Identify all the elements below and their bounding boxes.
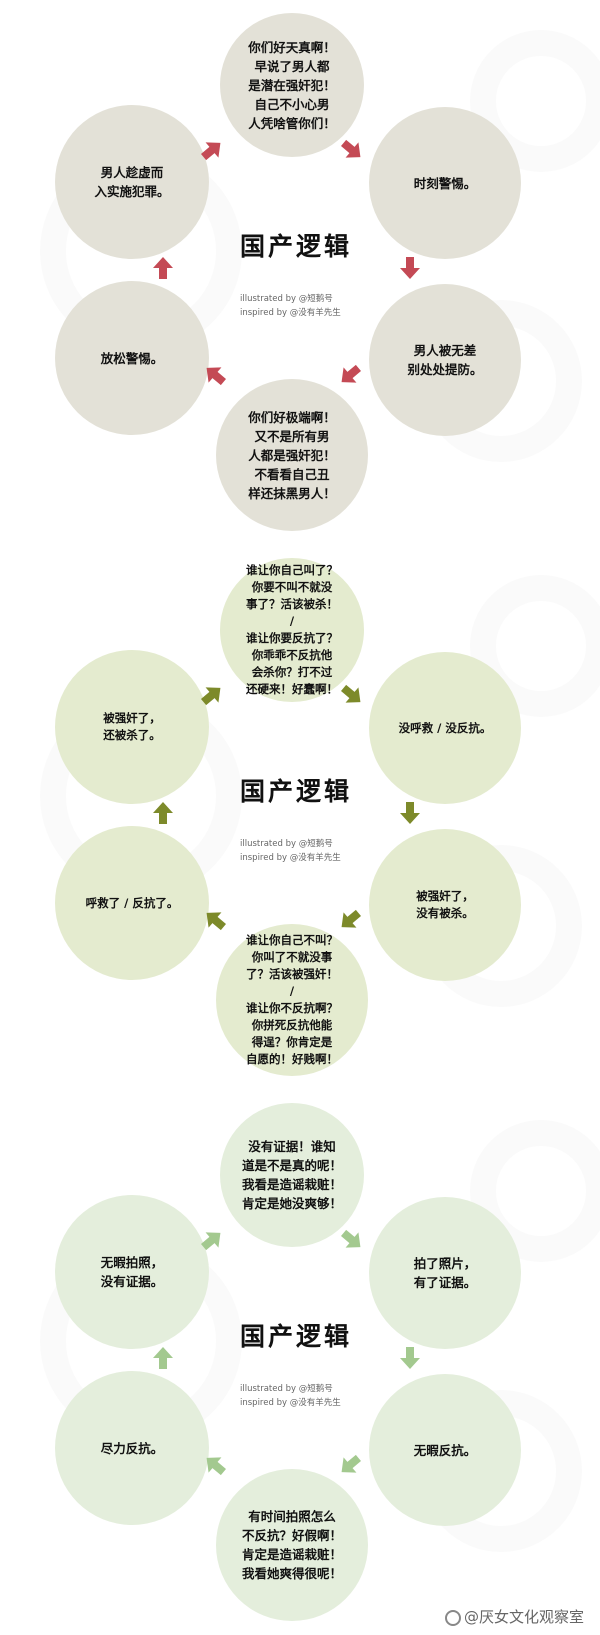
arrow-icon	[397, 800, 423, 826]
cycle-node-text: 有时间拍照怎么 不反抗？好假啊！ 肯定是造谣栽赃！ 我看她爽得很呢！	[241, 1509, 342, 1581]
arrow-icon	[194, 132, 231, 169]
cycle-node-text: 谁让你自己不叫？ 你叫了不就没事 了？活该被强奸！ / 谁让你不反抗啊？ 你拼死…	[246, 933, 338, 1066]
diagram-title: 国产逻辑	[240, 1322, 353, 1351]
diagram-title: 国产逻辑	[240, 232, 353, 261]
cycle-node-left-upper: 无暇拍照， 没有证据。	[55, 1195, 209, 1349]
arrow-icon	[194, 677, 231, 714]
credit-illustrated: illustrated by @短鹅号	[240, 839, 333, 849]
credit-illustrated: illustrated by @短鹅号	[240, 294, 333, 304]
credit-inspired: inspired by @没有羊先生	[240, 308, 341, 318]
cycle-node-left-lower: 放松警惕。	[55, 281, 209, 435]
cycle-node-bottom: 你们好极端啊！ 又不是所有男 人都是强奸犯！ 不看看自己丑 样还抹黑男人！	[216, 379, 368, 531]
cycle-node-text: 被强奸了， 还被杀了。	[103, 711, 161, 742]
watermark-text: @厌女文化观察室	[463, 1608, 584, 1626]
arrow-icon	[197, 1447, 234, 1484]
arrow-icon	[332, 1447, 369, 1484]
cycle-panel-3: 没有证据！谁知 道是不是真的呢！ 我看是造谣栽赃！ 肯定是她没爽够！ 拍了照片， …	[0, 1090, 600, 1635]
cycle-node-text: 你们好极端啊！ 又不是所有男 人都是强奸犯！ 不看看自己丑 样还抹黑男人！	[248, 409, 336, 501]
cycle-node-top: 没有证据！谁知 道是不是真的呢！ 我看是造谣栽赃！ 肯定是她没爽够！	[220, 1103, 364, 1247]
cycle-node-left-lower: 呼救了 / 反抗了。	[55, 826, 209, 980]
arrow-icon	[197, 902, 234, 939]
cycle-node-top: 你们好天真啊！ 早说了男人都 是潜在强奸犯！ 自己不小心男 人凭啥管你们！	[220, 13, 364, 157]
arrow-icon	[397, 255, 423, 281]
weibo-icon	[444, 1609, 461, 1626]
arrow-icon	[150, 800, 176, 826]
cycle-node-text: 尽力反抗。	[100, 1440, 164, 1456]
cycle-node-right-upper: 没呼救 / 没反抗。	[369, 652, 521, 804]
weibo-watermark: @厌女文化观察室	[444, 1606, 584, 1627]
cycle-node-text: 没有证据！谁知 道是不是真的呢！ 我看是造谣栽赃！ 肯定是她没爽够！	[241, 1139, 342, 1211]
arrow-icon	[150, 1345, 176, 1371]
cycle-node-text: 没呼救 / 没反抗。	[398, 720, 492, 735]
cycle-node-right-lower: 男人被无差 别处处提防。	[369, 284, 521, 436]
cycle-node-text: 谁让你自己叫了？ 你要不叫不就没 事了？活该被杀！ / 谁让你要反抗了？ 你乖乖…	[246, 563, 338, 696]
cycle-node-left-upper: 男人趁虚而 入实施犯罪。	[55, 105, 209, 259]
arrow-icon	[332, 357, 369, 394]
cycle-node-left-upper: 被强奸了， 还被杀了。	[55, 650, 209, 804]
credit-inspired: inspired by @没有羊先生	[240, 853, 341, 863]
arrow-icon	[194, 1222, 231, 1259]
cycle-node-top: 谁让你自己叫了？ 你要不叫不就没 事了？活该被杀！ / 谁让你要反抗了？ 你乖乖…	[220, 558, 364, 702]
cycle-node-right-lower: 被强奸了， 没有被杀。	[369, 829, 521, 981]
cycle-node-text: 拍了照片， 有了证据。	[413, 1256, 477, 1290]
cycle-node-text: 无暇拍照， 没有证据。	[100, 1255, 164, 1289]
credit-block: illustrated by @短鹅号 inspired by @没有羊先生	[240, 292, 341, 320]
cycle-node-text: 被强奸了， 没有被杀。	[416, 889, 474, 920]
cycle-node-left-lower: 尽力反抗。	[55, 1371, 209, 1525]
credit-illustrated: illustrated by @短鹅号	[240, 1384, 333, 1394]
cycle-panel-2: 谁让你自己叫了？ 你要不叫不就没 事了？活该被杀！ / 谁让你要反抗了？ 你乖乖…	[0, 545, 600, 1090]
cycle-node-right-upper: 拍了照片， 有了证据。	[369, 1197, 521, 1349]
cycle-node-text: 男人被无差 别处处提防。	[407, 343, 483, 377]
credit-block: illustrated by @短鹅号 inspired by @没有羊先生	[240, 837, 341, 865]
arrow-icon	[397, 1345, 423, 1371]
credit-block: illustrated by @短鹅号 inspired by @没有羊先生	[240, 1382, 341, 1410]
arrow-icon	[334, 1222, 371, 1259]
arrow-icon	[150, 255, 176, 281]
cycle-node-text: 男人趁虚而 入实施犯罪。	[94, 165, 170, 199]
cycle-node-right-lower: 无暇反抗。	[369, 1374, 521, 1526]
arrow-icon	[334, 132, 371, 169]
cycle-node-text: 放松警惕。	[100, 350, 164, 366]
arrow-icon	[332, 902, 369, 939]
arrow-icon	[334, 677, 371, 714]
diagram-title: 国产逻辑	[240, 777, 353, 806]
cycle-node-bottom: 谁让你自己不叫？ 你叫了不就没事 了？活该被强奸！ / 谁让你不反抗啊？ 你拼死…	[216, 924, 368, 1076]
cycle-node-right-upper: 时刻警惕。	[369, 107, 521, 259]
cycle-panel-1: 你们好天真啊！ 早说了男人都 是潜在强奸犯！ 自己不小心男 人凭啥管你们！ 时刻警…	[0, 0, 600, 545]
cycle-node-text: 时刻警惕。	[413, 175, 477, 191]
cycle-node-bottom: 有时间拍照怎么 不反抗？好假啊！ 肯定是造谣栽赃！ 我看她爽得很呢！	[216, 1469, 368, 1621]
credit-inspired: inspired by @没有羊先生	[240, 1398, 341, 1408]
cycle-node-text: 呼救了 / 反抗了。	[85, 895, 179, 910]
cycle-node-text: 无暇反抗。	[413, 1442, 477, 1458]
cycle-node-text: 你们好天真啊！ 早说了男人都 是潜在强奸犯！ 自己不小心男 人凭啥管你们！	[248, 39, 336, 131]
arrow-icon	[197, 357, 234, 394]
